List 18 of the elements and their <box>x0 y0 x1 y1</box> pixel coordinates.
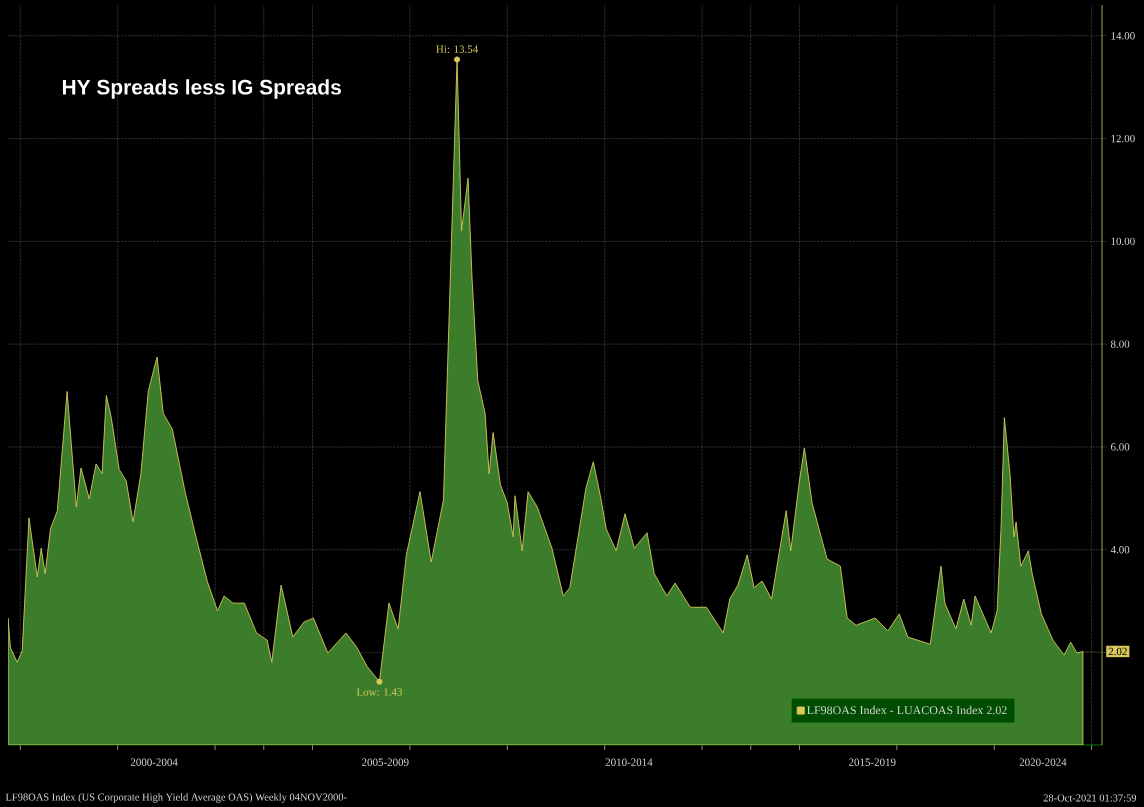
annotation: Hi: 13.54 <box>436 45 479 53</box>
text: HY Spreads less IG Spreads <box>62 79 341 99</box>
y-tick-label: 14.00 <box>1111 32 1135 40</box>
legend-label: LF98OAS Index - LUACOAS Index 2.02 <box>807 705 1007 715</box>
x-tick-label: 2015-2019 <box>849 758 896 766</box>
text: LF98OAS Index (US Corporate High Yield Average OAS) Weekly 04NOV2000- <box>5 793 347 803</box>
y-tick-label: 10.00 <box>1111 237 1135 246</box>
x-tick-label: 2005-2009 <box>362 758 409 766</box>
x-tick-label: 2010-2014 <box>605 758 653 766</box>
y-tick-label: 8.00 <box>1110 340 1130 348</box>
y-tick-label: 12.00 <box>1111 134 1135 143</box>
annotation: 2.02 <box>1108 647 1127 656</box>
x-tick-label: 2000-2004 <box>130 758 178 766</box>
annotation: Low: 1.43 <box>356 688 402 696</box>
y-tick-label: 6.00 <box>1110 443 1130 451</box>
x-tick-label: 2020-2024 <box>1019 758 1067 766</box>
y-tick-label: 4.00 <box>1110 545 1130 554</box>
text: 28-Oct-2021 01:37:59 <box>1043 794 1137 802</box>
